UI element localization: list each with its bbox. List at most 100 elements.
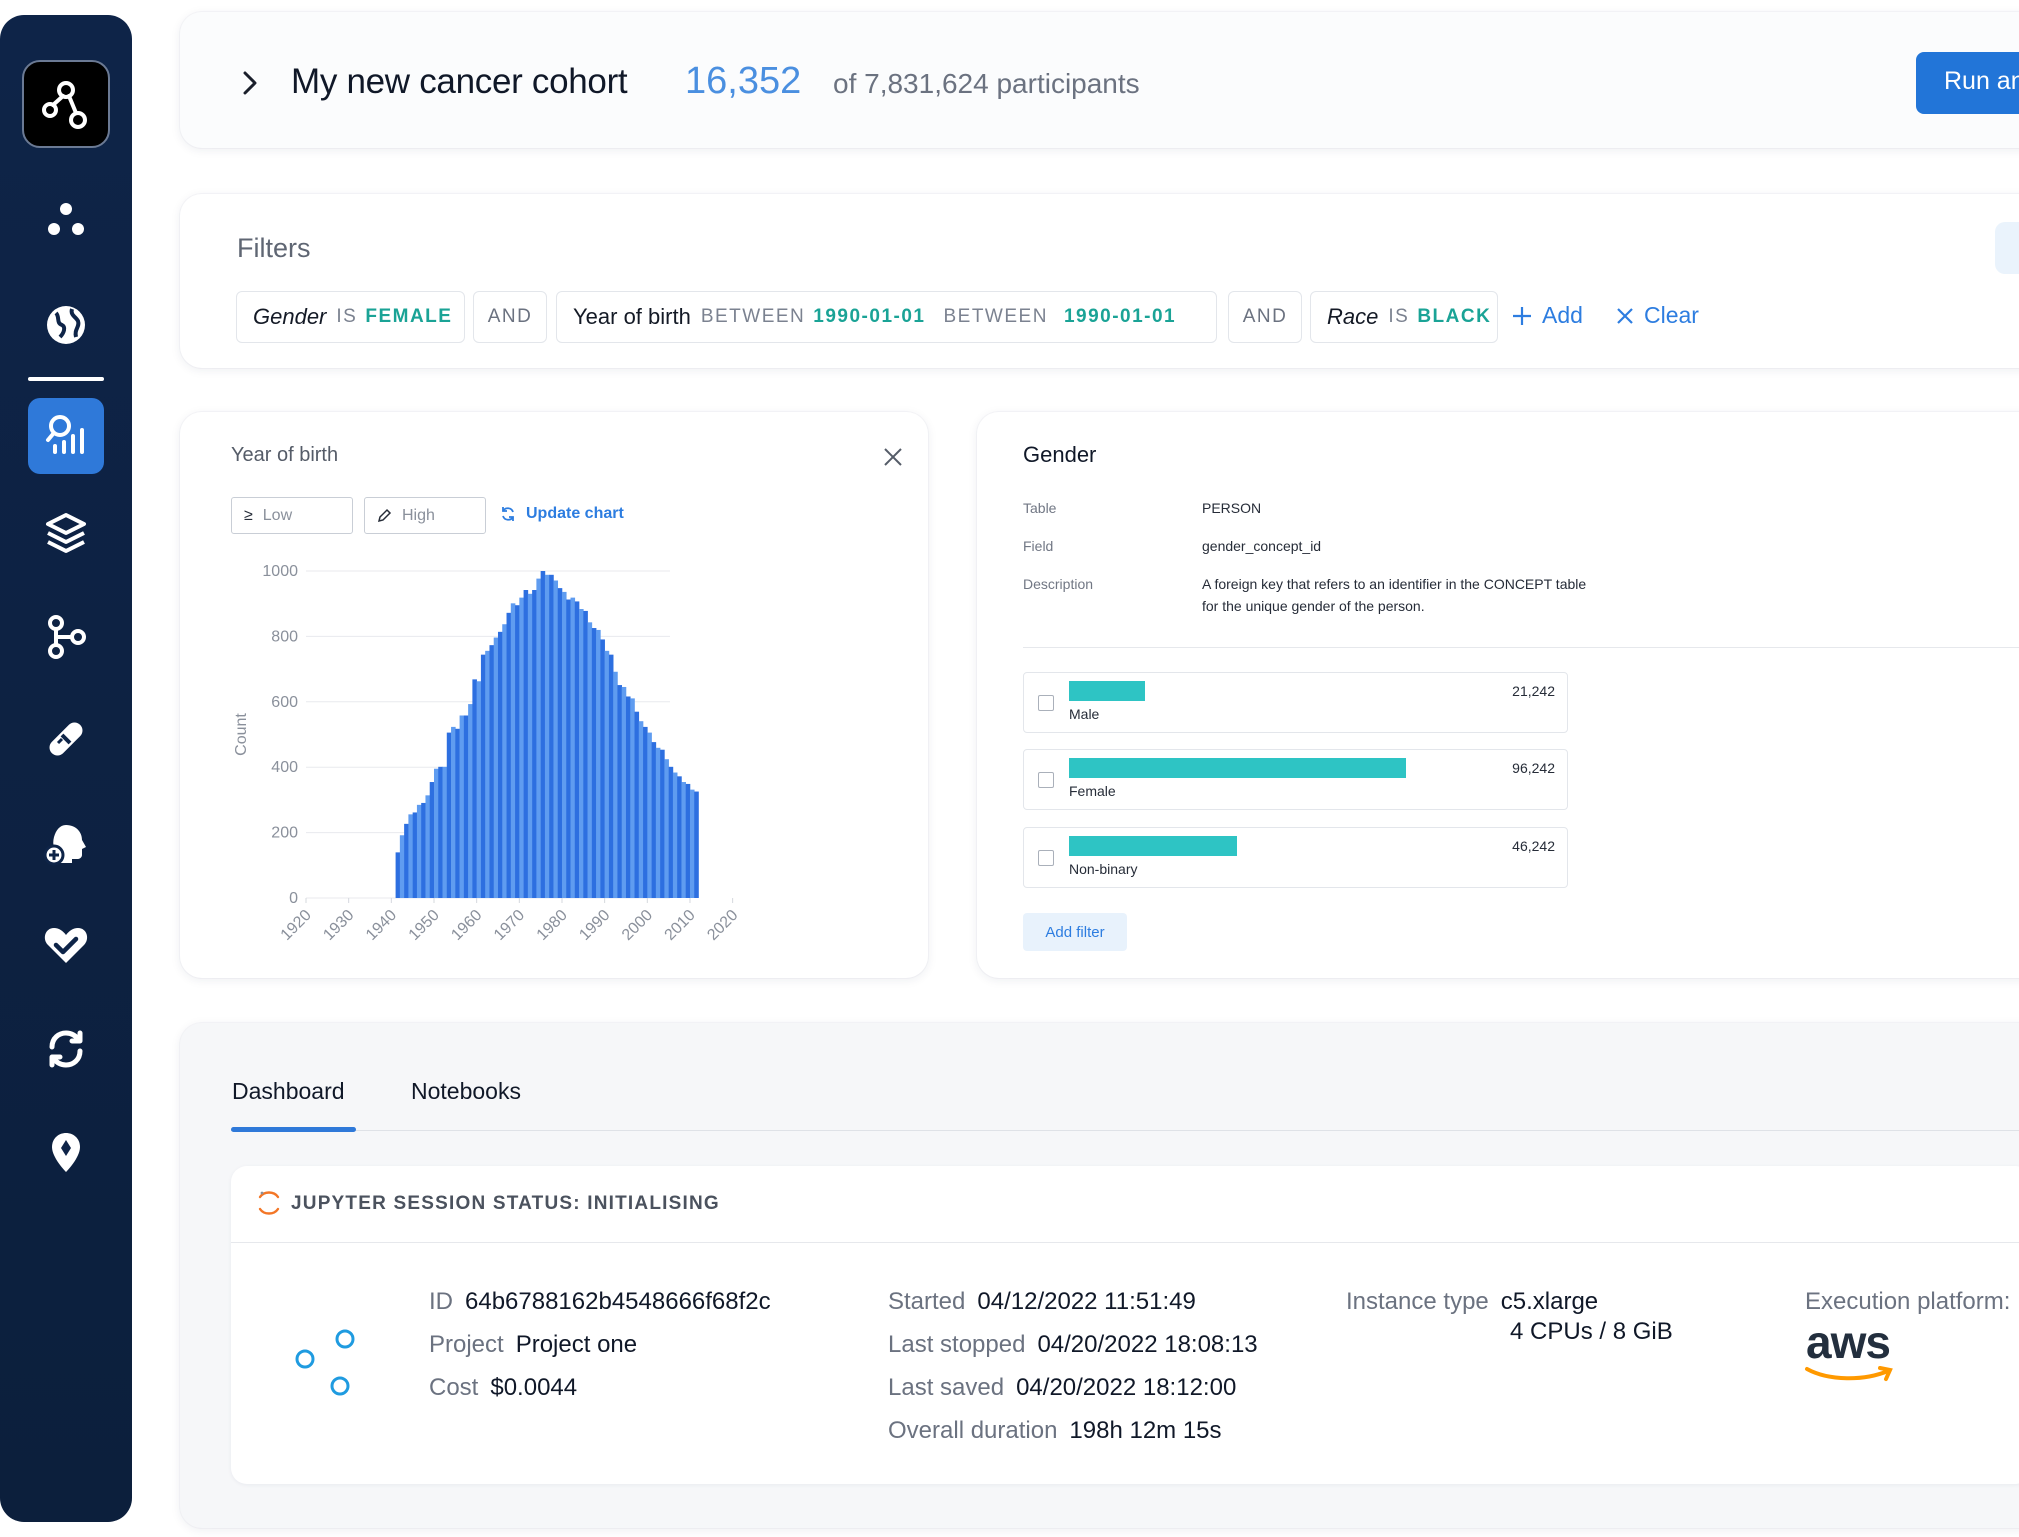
description-line-1: A foreign key that refers to an identifi…	[1202, 576, 1587, 592]
session-last-saved: Last saved 04/20/2022 18:12:00	[888, 1374, 1236, 1402]
histogram-bar	[557, 588, 563, 898]
filter-op: BETWEEN	[943, 306, 1048, 327]
gender-label: Male	[1069, 706, 1100, 722]
y-tick-label: 200	[271, 825, 298, 842]
high-input[interactable]: High	[364, 497, 486, 534]
active-tab-indicator	[231, 1127, 356, 1132]
location-pin-icon[interactable]	[28, 1114, 104, 1190]
close-icon	[1617, 307, 1633, 324]
histogram-bar	[425, 795, 431, 898]
x-tick-label: 1940	[363, 907, 400, 944]
gender-count: 46,242	[1512, 838, 1555, 854]
gte-icon: ≥	[244, 506, 253, 524]
gender-option-female[interactable]: Female 96,242	[1023, 749, 1568, 810]
clear-filters-link[interactable]: Clear	[1616, 302, 1699, 329]
add-filter-link[interactable]: Add	[1512, 302, 1583, 329]
histogram-bar	[395, 852, 401, 898]
cohort-title[interactable]: My new cancer cohort	[291, 62, 628, 101]
histogram-bar	[587, 622, 593, 898]
session-last-stopped: Last stopped 04/20/2022 18:08:13	[888, 1331, 1258, 1359]
aws-logo: aws	[1806, 1316, 1891, 1368]
aws-smile-icon	[1805, 1366, 1893, 1381]
histogram-bar	[681, 782, 687, 898]
kv-key: Last saved	[888, 1374, 1005, 1401]
tab-dashboard[interactable]: Dashboard	[232, 1078, 345, 1104]
filter-chip-race[interactable]: Race IS BLACK	[1310, 291, 1498, 343]
gender-bar	[1069, 836, 1237, 856]
sync-icon[interactable]	[28, 1011, 104, 1087]
pill-icon[interactable]	[28, 701, 104, 777]
table-value: PERSON	[1202, 500, 1262, 516]
histogram-bar	[643, 726, 648, 898]
histogram-bar	[630, 698, 635, 898]
session-instance-type: Instance type c5.xlarge	[1346, 1288, 1598, 1316]
table-label: Table	[1023, 500, 1057, 516]
histogram-bar	[634, 711, 640, 898]
histogram-bar	[600, 639, 605, 898]
histogram-bar	[532, 590, 537, 898]
layers-icon[interactable]	[28, 495, 104, 571]
head-plus-icon[interactable]	[28, 805, 104, 881]
x-tick-label: 1970	[491, 907, 528, 944]
branch-icon[interactable]	[28, 599, 104, 675]
filter-chip-gender[interactable]: Gender IS FEMALE	[236, 291, 465, 343]
tab-baseline	[231, 1130, 2019, 1131]
histogram-bar	[421, 802, 426, 898]
kv-value: 4 CPUs / 8 GiB	[1510, 1318, 1673, 1345]
network-logo-icon[interactable]	[22, 60, 110, 148]
histogram-bar	[608, 654, 614, 898]
y-tick-label: 800	[271, 628, 298, 645]
add-filter-button[interactable]: Add filter	[1023, 913, 1127, 951]
histogram-bar	[566, 599, 571, 898]
gender-bar	[1069, 758, 1406, 778]
update-chart-button[interactable]: Update chart	[500, 505, 624, 523]
tab-notebooks[interactable]: Notebooks	[411, 1078, 521, 1104]
checkbox[interactable]	[1038, 850, 1054, 866]
checkbox[interactable]	[1038, 695, 1054, 711]
search-chart-icon[interactable]	[28, 398, 104, 474]
kv-key: Started	[888, 1288, 966, 1315]
histogram-bar	[408, 814, 413, 898]
add-label: Add	[1542, 302, 1583, 328]
histogram-bar	[493, 637, 499, 898]
gender-count: 21,242	[1512, 683, 1555, 699]
x-tick-label: 1990	[576, 907, 613, 944]
filter-value: FEMALE	[365, 306, 453, 327]
low-input[interactable]: ≥ Low	[231, 497, 353, 534]
histogram-bar	[549, 574, 554, 898]
filter-field: Year of birth	[573, 304, 691, 329]
histogram-bar	[472, 679, 477, 898]
histogram-bar	[672, 772, 678, 898]
session-id: ID 64b6788162b4548666f68f2c	[429, 1288, 771, 1316]
x-tick-label: 1960	[448, 907, 485, 944]
year-of-birth-title: Year of birth	[231, 444, 339, 466]
x-tick-label: 1980	[534, 907, 571, 944]
heart-check-icon[interactable]	[28, 907, 104, 983]
filter-chip-year-of-birth[interactable]: Year of birth BETWEEN 1990-01-01 BETWEEN…	[556, 291, 1217, 343]
histogram-bar	[591, 628, 597, 898]
gender-option-non-binary[interactable]: Non-binary 46,242	[1023, 827, 1568, 888]
x-tick-label: 1930	[320, 907, 357, 944]
gender-label: Non-binary	[1069, 861, 1138, 877]
histogram-bar	[604, 650, 610, 898]
close-icon[interactable]	[882, 446, 904, 468]
histogram-bar	[489, 645, 495, 898]
kv-value: 64b6788162b4548666f68f2c	[465, 1288, 771, 1315]
run-button[interactable]: Run an	[1916, 52, 2019, 114]
dots-cluster-icon[interactable]	[28, 183, 104, 259]
filter-value: 1990-01-01	[813, 306, 926, 327]
histogram-bar	[570, 597, 576, 898]
x-tick-label: 2020	[704, 907, 741, 944]
cohort-total: of 7,831,624 participants	[833, 68, 1140, 99]
kv-value: Project one	[515, 1331, 638, 1358]
chevron-right-icon[interactable]	[240, 70, 260, 96]
gender-option-male[interactable]: Male 21,242	[1023, 672, 1568, 733]
histogram-bar	[506, 612, 512, 898]
histogram-bar	[668, 766, 674, 898]
filter-op: IS	[336, 306, 358, 327]
and-connector: AND	[473, 291, 547, 343]
filters-action-pill[interactable]	[1995, 222, 2019, 274]
filter-field: Gender	[253, 304, 327, 329]
checkbox[interactable]	[1038, 772, 1054, 788]
globe-icon[interactable]	[28, 287, 104, 363]
